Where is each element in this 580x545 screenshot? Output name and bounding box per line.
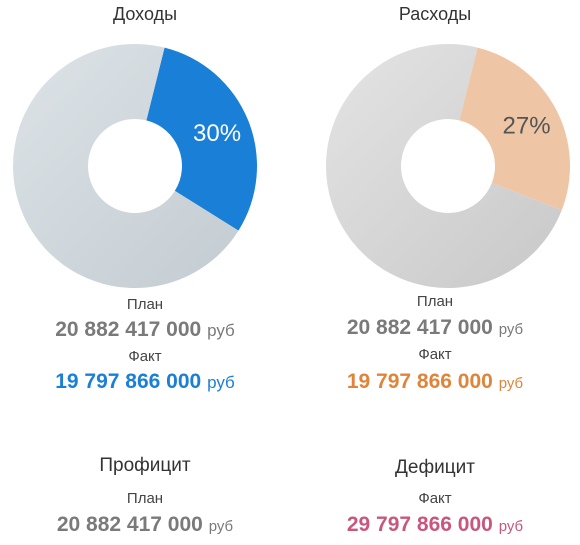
income-fact-amount: 19 797 866 000 руб (0, 370, 290, 394)
deficit-title: Дефицит (395, 457, 475, 478)
income-donut-chart: 30% (12, 43, 257, 288)
expenses-plan-value: 20 882 417 000 (346, 316, 493, 339)
donut-slice-label: 27% (503, 112, 551, 139)
expenses-plan-unit: руб (498, 321, 524, 338)
surplus-value: 20 882 417 000 (56, 513, 203, 536)
expenses-fact-label: Факт (418, 346, 452, 363)
income-fact-unit: руб (207, 373, 235, 392)
donut-slice-rest (12, 43, 239, 288)
expenses-plan-amount: 20 882 417 000 руб (290, 316, 580, 340)
donut-slice-highlight (146, 47, 257, 231)
income-chart-title: Доходы (112, 4, 178, 24)
deficit-value: 29 797 866 000 (346, 513, 493, 536)
income-plan-label: План (126, 296, 164, 313)
surplus-label: План (126, 490, 164, 507)
deficit-unit: руб (498, 518, 524, 535)
expenses-plan-label: План (416, 293, 454, 310)
income-fact-value: 19 797 866 000 (55, 370, 202, 393)
donut-slice-rest (325, 43, 562, 288)
expenses-fact-unit: руб (498, 375, 524, 392)
expenses-fact-amount: 19 797 866 000 руб (290, 370, 580, 394)
surplus-unit: руб (208, 518, 234, 535)
donut-slice-highlight (459, 47, 570, 211)
income-plan-amount: 20 882 417 000 руб (0, 318, 290, 342)
donut-slice-label: 30% (193, 120, 241, 147)
income-plan-unit: руб (207, 321, 235, 340)
expenses-fact-value: 19 797 866 000 (346, 370, 493, 393)
expenses-donut-chart: 27% (325, 43, 570, 288)
deficit-amount: 29 797 866 000 руб (290, 513, 580, 537)
expenses-chart-title: Расходы (398, 4, 472, 24)
deficit-label: Факт (418, 490, 452, 507)
income-fact-label: Факт (128, 348, 162, 365)
surplus-amount: 20 882 417 000 руб (0, 513, 290, 537)
surplus-title: Профицит (99, 455, 191, 476)
income-plan-value: 20 882 417 000 (55, 318, 202, 341)
